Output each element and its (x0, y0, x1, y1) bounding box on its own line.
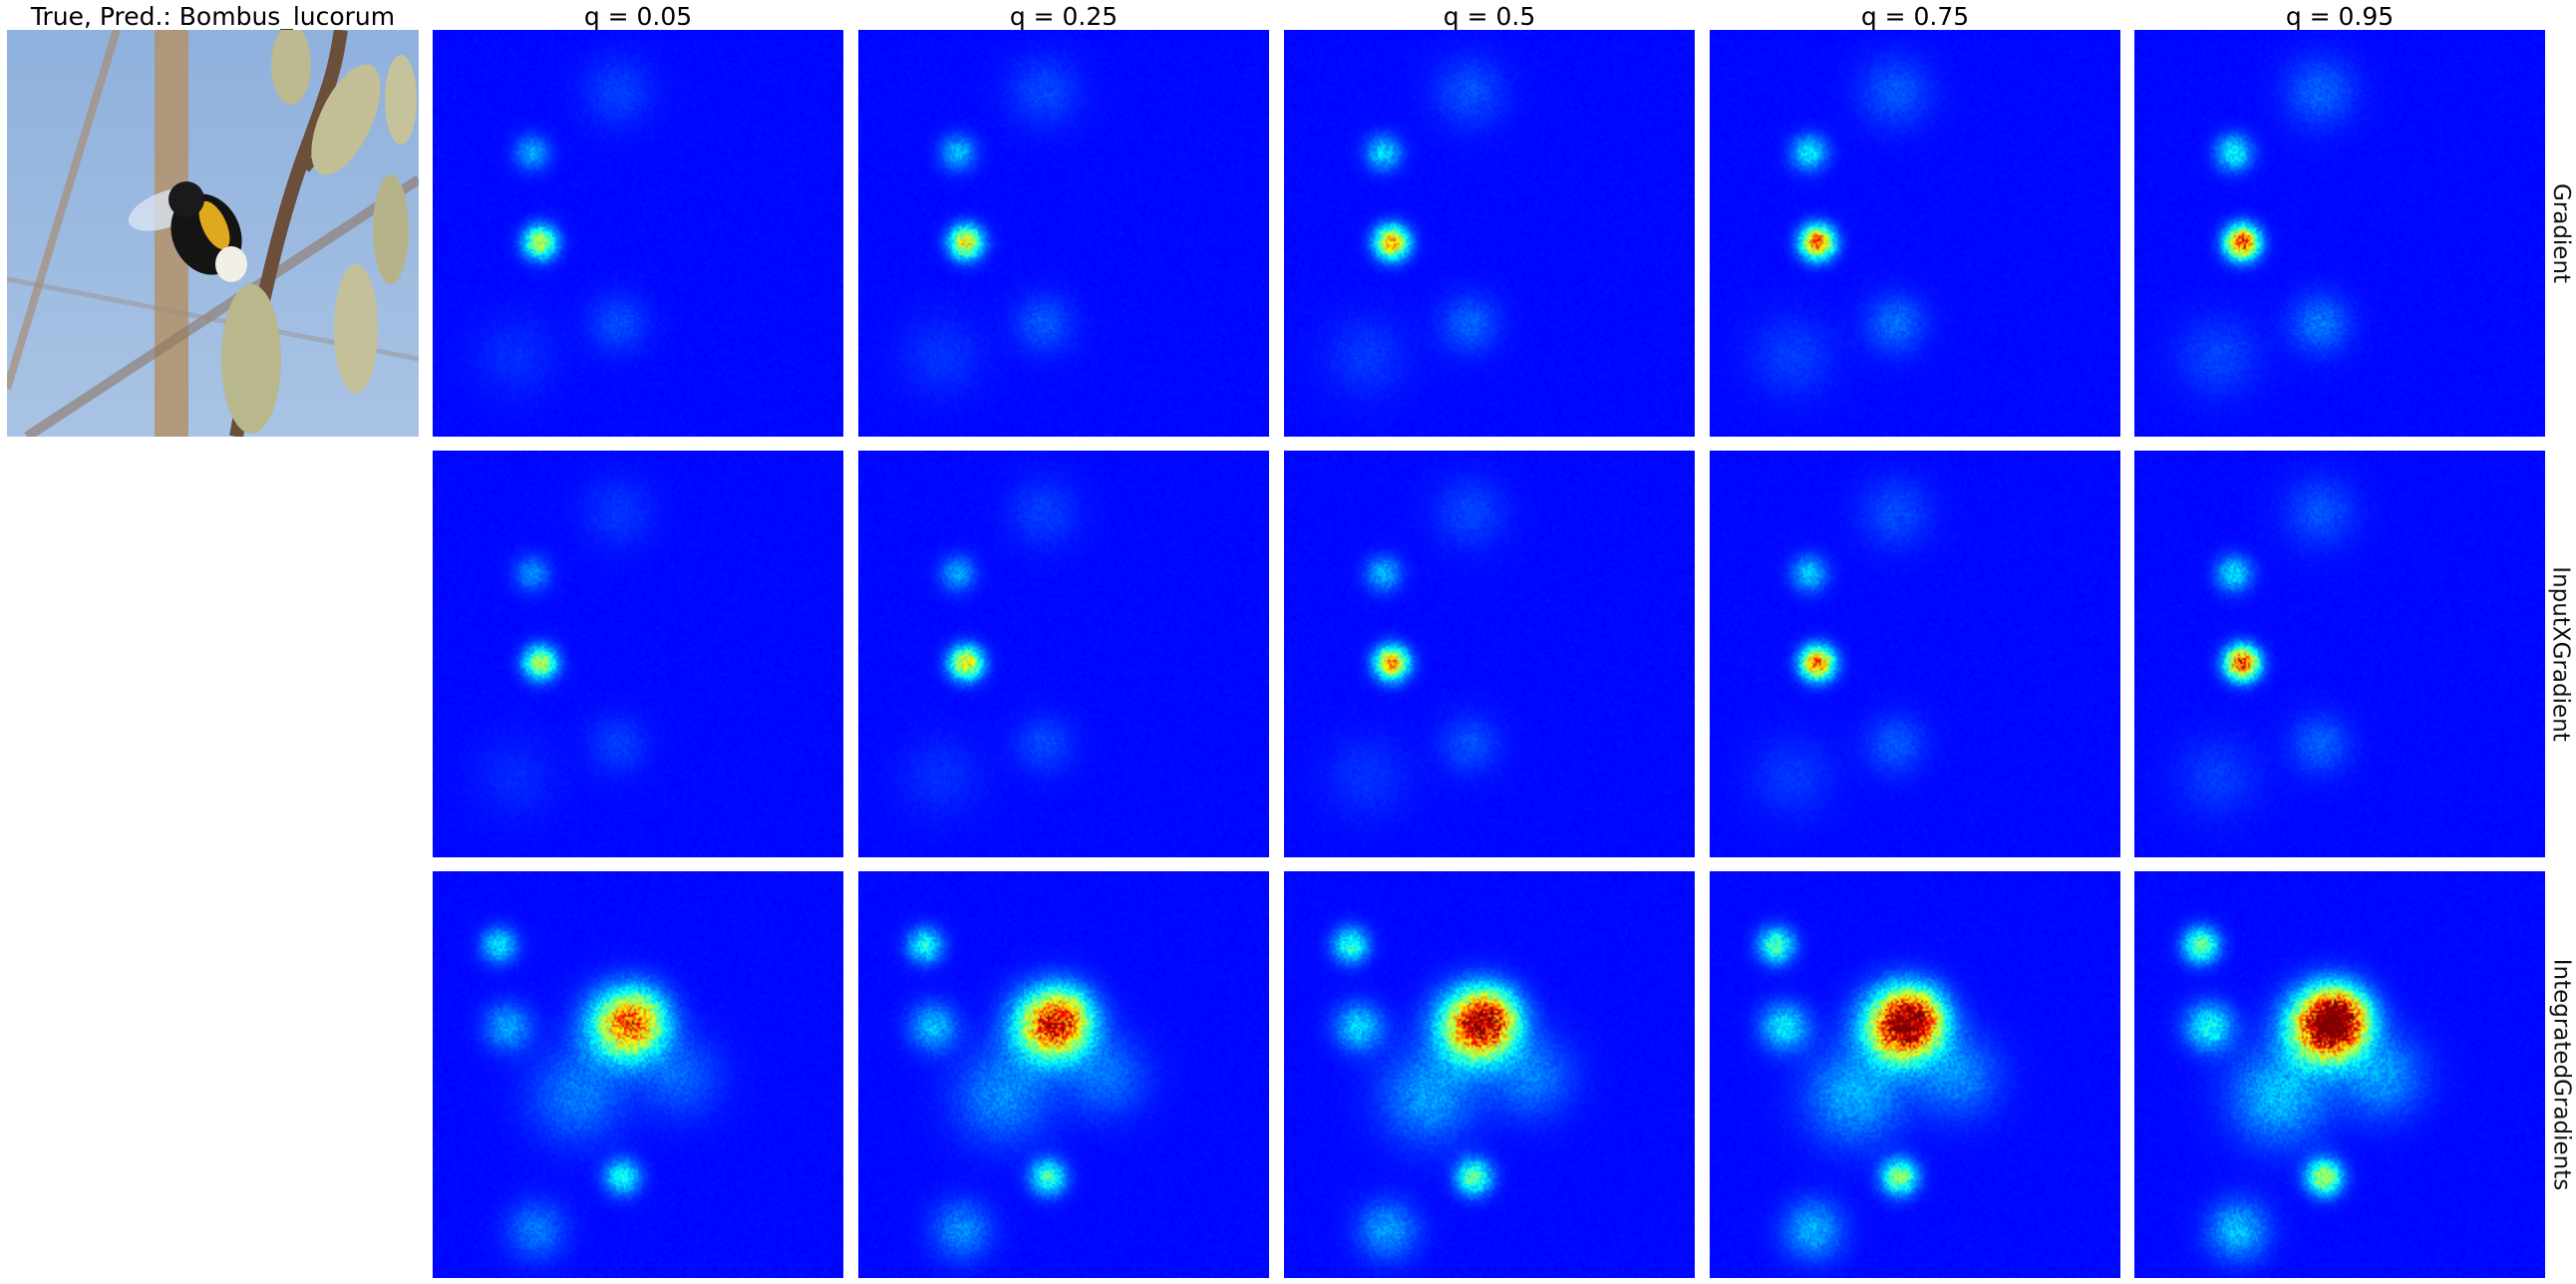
column-title-q025: q = 0.25 (1009, 2, 1119, 31)
integratedgradients-map-q075 (1710, 871, 2120, 1278)
integratedgradients-map-q095 (2134, 871, 2545, 1278)
column-title-q075: q = 0.75 (1860, 2, 1970, 31)
integratedgradients-map-q005 (433, 871, 843, 1278)
column-title-q05: q = 0.5 (1443, 2, 1536, 31)
integratedgradients-map-q05 (1284, 871, 1695, 1278)
row-label-gradient: Gradient (2542, 30, 2576, 437)
gradient-map-q025 (858, 30, 1269, 437)
inputxgradient-map-q05 (1284, 451, 1695, 857)
inputxgradient-map-q095 (2134, 451, 2545, 857)
gradient-map-q075 (1710, 30, 2120, 437)
inputxgradient-map-q075 (1710, 451, 2120, 857)
row-label-integratedgradients-text: IntegratedGradients (2548, 958, 2575, 1191)
integratedgradients-map-q025 (858, 871, 1269, 1278)
original-image-title: True, Pred.: Bombus_lucorum (30, 2, 396, 31)
column-title-q005: q = 0.05 (583, 2, 693, 31)
inputxgradient-map-q005 (433, 451, 843, 857)
column-title-q095: q = 0.95 (2285, 2, 2395, 31)
gradient-map-q095 (2134, 30, 2545, 437)
row-label-gradient-text: Gradient (2548, 182, 2575, 284)
row-label-integratedgradients: IntegratedGradients (2542, 871, 2576, 1278)
row-label-inputxgradient: InputXGradient (2542, 451, 2576, 857)
gradient-map-q005 (433, 30, 843, 437)
gradient-map-q05 (1284, 30, 1695, 437)
bumblebee-photo-icon (7, 30, 419, 437)
original-photo (7, 30, 419, 437)
row-label-inputxgradient-text: InputXGradient (2548, 566, 2575, 742)
inputxgradient-map-q025 (858, 451, 1269, 857)
